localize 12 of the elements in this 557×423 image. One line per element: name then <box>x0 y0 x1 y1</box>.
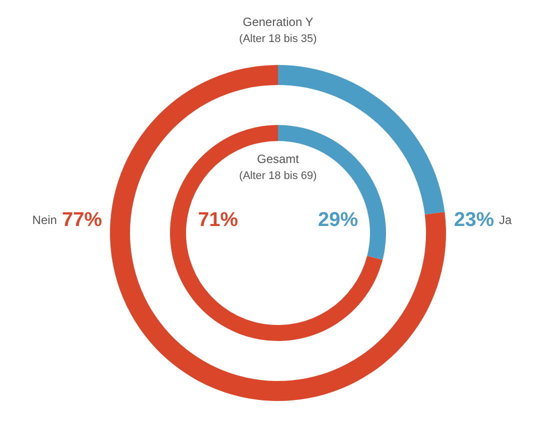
donut-slice <box>170 125 383 341</box>
slice-label: Nein <box>32 213 57 228</box>
text: Gesamt <box>256 152 300 166</box>
data-label: 77% <box>62 209 102 232</box>
text: (Alter 18 bis 69) <box>239 170 317 182</box>
chart-title: Generation Y <box>242 15 314 29</box>
slice-label: Ja <box>499 213 512 228</box>
data-label: 71% <box>198 209 238 232</box>
data-label: 23% <box>454 209 494 232</box>
data-label: 29% <box>318 209 358 232</box>
chart-subtitle: (Alter 18 bis 35) <box>239 33 317 45</box>
donut-slice <box>110 65 446 401</box>
